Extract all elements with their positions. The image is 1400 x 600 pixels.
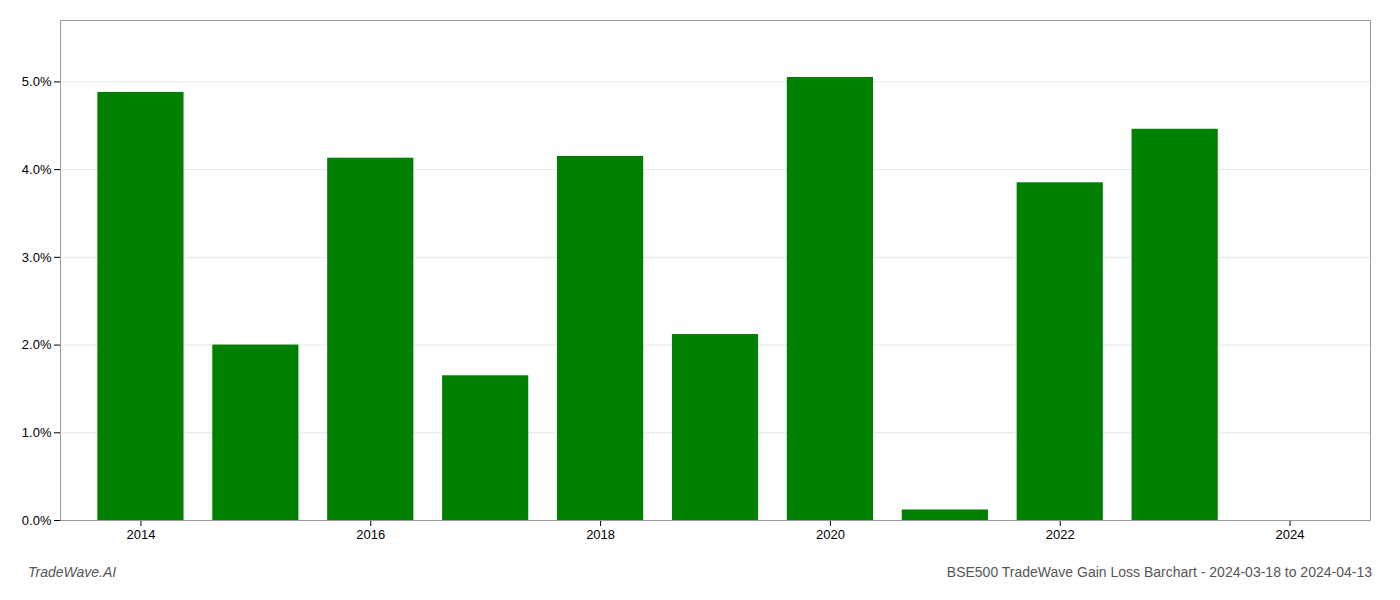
svg-text:2024: 2024 xyxy=(1276,527,1305,542)
svg-text:0.0%: 0.0% xyxy=(22,513,52,528)
svg-text:2014: 2014 xyxy=(126,527,155,542)
svg-text:2022: 2022 xyxy=(1046,527,1075,542)
svg-text:4.0%: 4.0% xyxy=(22,162,52,177)
svg-text:5.0%: 5.0% xyxy=(22,74,52,89)
svg-text:2020: 2020 xyxy=(816,527,845,542)
svg-text:2018: 2018 xyxy=(586,527,615,542)
html-text:TradeWave.AI: TradeWave.AI xyxy=(28,564,117,580)
svg-text:3.0%: 3.0% xyxy=(22,250,52,265)
svg-text:1.0%: 1.0% xyxy=(22,425,52,440)
svg-text:2016: 2016 xyxy=(356,527,385,542)
svg-text:2.0%: 2.0% xyxy=(22,337,52,352)
html-text:BSE500 TradeWave Gain Loss Bar: BSE500 TradeWave Gain Loss Barchart - 20… xyxy=(946,564,1372,580)
